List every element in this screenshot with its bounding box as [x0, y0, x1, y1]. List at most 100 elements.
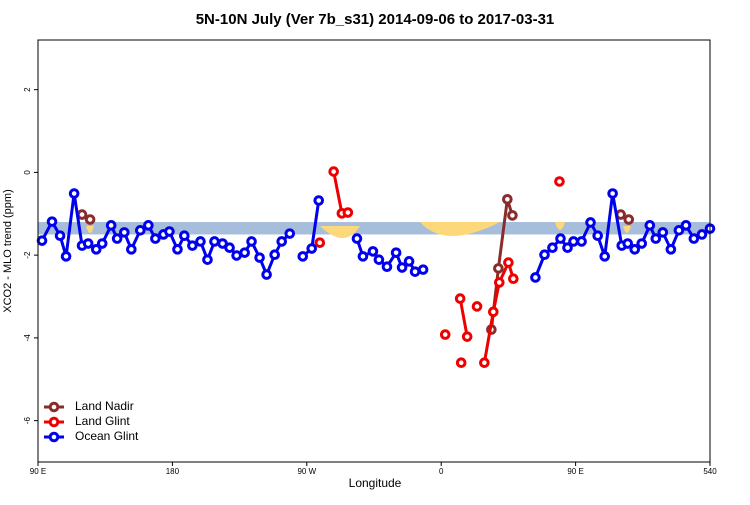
chart-title: 5N-10N July (Ver 7b_s31) 2014-09-06 to 2…	[196, 11, 555, 28]
land-patches	[86, 222, 631, 238]
data-point	[508, 273, 519, 285]
data-point	[54, 230, 66, 241]
legend-marker	[48, 416, 60, 428]
data-point	[239, 247, 250, 258]
data-point	[269, 249, 280, 261]
data-point	[479, 357, 490, 369]
y-tick-label: -6	[23, 417, 32, 425]
data-point	[68, 188, 80, 199]
data-point	[105, 220, 117, 231]
data-point	[576, 236, 587, 247]
data-point	[390, 247, 402, 258]
y-tick-label: 0	[23, 170, 32, 175]
data-point	[562, 242, 573, 253]
data-point	[231, 250, 242, 261]
data-point	[367, 246, 379, 257]
y-axis-label: XCO2 - MLO trend (ppm)	[2, 189, 14, 312]
x-tick-label: 90 E	[30, 467, 46, 476]
data-point	[111, 233, 123, 244]
data-point	[439, 329, 451, 340]
data-point	[585, 217, 596, 228]
data-point	[314, 237, 326, 249]
data-point	[417, 264, 429, 275]
x-tick-label: 180	[166, 467, 180, 476]
data-point	[179, 230, 190, 241]
data-point	[76, 209, 88, 220]
land-patch	[86, 226, 94, 233]
data-point	[195, 236, 206, 247]
data-point	[82, 238, 94, 249]
land-patch	[420, 222, 500, 236]
x-tick-label: 540	[703, 467, 717, 476]
data-point	[46, 216, 58, 227]
land-patch	[555, 222, 565, 230]
data-point	[568, 236, 579, 247]
legend-label: Ocean Glint	[75, 429, 139, 443]
data-point	[172, 244, 183, 255]
data-point	[471, 301, 483, 312]
data-point	[455, 357, 467, 369]
data-point	[224, 242, 235, 253]
data-point	[673, 225, 685, 236]
data-point	[306, 243, 318, 254]
data-point	[357, 251, 369, 262]
legend-marker	[48, 431, 60, 443]
data-point	[202, 254, 213, 265]
y-tick-label: -2	[23, 251, 32, 259]
data-point	[381, 261, 393, 273]
data-point	[119, 227, 130, 238]
data-point	[503, 257, 514, 268]
legend-label: Land Glint	[75, 414, 130, 428]
data-point	[342, 207, 354, 218]
data-point	[530, 272, 541, 283]
data-point	[313, 195, 325, 206]
data-point	[261, 269, 272, 280]
x-axis-label: Longitude	[349, 476, 402, 490]
data-point	[351, 233, 363, 244]
x-tick-label: 90 E	[567, 467, 583, 476]
data-point	[84, 214, 96, 225]
data-point	[629, 244, 641, 255]
data-point	[488, 306, 499, 318]
data-point	[502, 193, 513, 205]
data-point	[665, 244, 677, 255]
data-point	[164, 226, 175, 237]
data-point	[554, 176, 565, 187]
data-point	[539, 249, 550, 261]
data-point	[276, 236, 288, 247]
data-point	[454, 293, 466, 304]
x-tick-label: 90 W	[297, 467, 316, 476]
data-point	[555, 233, 566, 244]
legend-label: Land Nadir	[75, 399, 134, 413]
data-point	[622, 238, 634, 249]
series-line	[81, 198, 630, 330]
series-line	[40, 193, 711, 279]
data-point	[650, 233, 662, 244]
data-point	[623, 214, 635, 225]
data-point	[246, 236, 257, 247]
data-point	[636, 238, 648, 249]
data-point	[60, 251, 72, 262]
data-point	[187, 240, 198, 251]
data-point	[547, 242, 558, 253]
data-point	[373, 254, 385, 265]
data-point	[644, 220, 656, 231]
data-point	[90, 244, 102, 255]
data-point	[297, 251, 309, 262]
data-point	[150, 233, 161, 244]
legend-marker	[48, 401, 60, 413]
data-point	[507, 210, 518, 221]
data-point	[493, 263, 504, 274]
land-patch	[320, 226, 360, 238]
data-point	[493, 277, 505, 288]
data-point	[36, 235, 48, 246]
data-point	[328, 166, 339, 177]
y-tick-label: -4	[23, 334, 32, 342]
data-point	[134, 225, 146, 236]
data-point	[284, 228, 296, 239]
land-patch	[623, 226, 631, 233]
data-point	[126, 244, 137, 255]
data-point	[599, 251, 611, 262]
data-point	[688, 233, 700, 244]
